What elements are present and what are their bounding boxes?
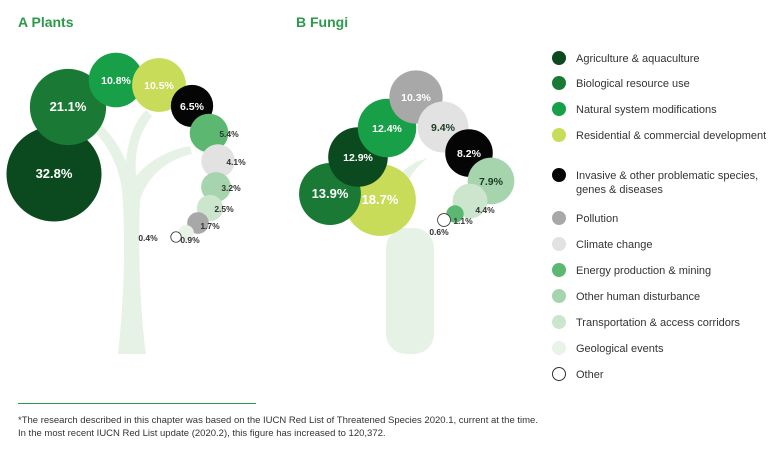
plants-bubble-other-human-disturbance <box>201 172 231 202</box>
legend-label-other: Other <box>576 369 604 381</box>
legend-label-residential-commercial-development: Residential & commercial development <box>576 130 767 142</box>
legend-swatch-pollution <box>552 211 566 225</box>
fungi-bubble-label-invasive-other-problematic-species-genes-diseases: 8.2% <box>457 148 482 160</box>
footnote-line-2: In the most recent IUCN Red List update … <box>18 428 386 439</box>
legend-item-pollution: Pollution <box>552 211 768 226</box>
legend-item-biological-resource-use: Biological resource use <box>552 76 768 91</box>
plants-bubble-geological-events <box>178 225 194 241</box>
plants-bubble-pollution <box>187 212 209 234</box>
plants-bubble-label-transportation-access-corridors: 2.5% <box>214 204 234 214</box>
fungi-bubble-label-other: 0.6% <box>429 227 449 237</box>
fungi-bubble-label-residential-commercial-development: 18.7% <box>362 192 399 207</box>
plants-bubble-agriculture-aquaculture <box>6 126 102 222</box>
legend-item-natural-system-modifications: Natural system modifications <box>552 102 768 117</box>
plants-bubble-energy-production-mining <box>189 113 229 153</box>
legend-swatch-geological-events <box>552 341 566 355</box>
plants-bubble-label-natural-system-modifications: 10.8% <box>101 75 131 87</box>
fungi-bubble-energy-production-mining <box>446 205 464 223</box>
plants-bubble-label-climate-change: 4.1% <box>226 157 246 167</box>
footnote-divider <box>18 403 256 404</box>
legend-swatch-transportation-access-corridors <box>552 315 566 329</box>
legend-label-agriculture-aquaculture: Agriculture & aquaculture <box>576 53 700 65</box>
legend-item-invasive-other-problematic-species-genes-diseases: Invasive & other problematic species, ge… <box>552 168 768 197</box>
fungi-bubble-label-natural-system-modifications: 12.4% <box>372 123 402 135</box>
legend-item-other-human-disturbance: Other human disturbance <box>552 289 768 304</box>
plants-bubble-label-geological-events: 0.9% <box>180 235 200 245</box>
plants-bubble-label-pollution: 1.7% <box>200 221 220 231</box>
legend-swatch-climate-change <box>552 237 566 251</box>
fungi-bubbles: 18.7% 13.9% 12.9% 12.4% 10.3% 9.4% 8.2% 7.9% 4.4… <box>299 70 515 237</box>
plants-bubble-biological-resource-use <box>29 68 107 146</box>
plants-bubble-climate-change <box>201 144 235 178</box>
plants-bubble-label-energy-production-mining: 5.4% <box>219 129 239 139</box>
legend-label-pollution: Pollution <box>576 213 619 225</box>
legend-label-biological-resource-use: Biological resource use <box>576 78 690 90</box>
plants-bubble-label-biological-resource-use: 21.1% <box>50 99 87 114</box>
fungi-bubble-label-transportation-access-corridors: 4.4% <box>475 205 495 215</box>
legend-swatch-invasive-other-problematic-species-genes-diseases <box>552 168 566 182</box>
legend-label-natural-system-modifications: Natural system modifications <box>576 104 717 116</box>
fungi-bubble-label-climate-change: 9.4% <box>431 122 456 134</box>
legend-swatch-energy-production-mining <box>552 263 566 277</box>
fungi-bubble-label-agriculture-aquaculture: 12.9% <box>343 152 373 164</box>
plants-bubble-other <box>170 231 182 243</box>
legend-swatch-agriculture-aquaculture <box>552 51 566 65</box>
fungi-bubble-label-energy-production-mining: 1.1% <box>453 216 473 226</box>
plants-tree-silhouette <box>86 110 192 354</box>
legend-item-energy-production-mining: Energy production & mining <box>552 263 768 278</box>
legend-swatch-biological-resource-use <box>552 76 566 90</box>
plants-bubble-label-residential-commercial-development: 10.5% <box>144 80 174 92</box>
footnote: *The research described in this chapter … <box>18 414 718 440</box>
legend-item-geological-events: Geological events <box>552 341 768 356</box>
legend-label-climate-change: Climate change <box>576 239 653 251</box>
footnote-line-1: *The research described in this chapter … <box>18 415 538 426</box>
fungi-bubble-label-other-human-disturbance: 7.9% <box>479 176 504 188</box>
legend-label-invasive-other-problematic-species-genes-diseases: Invasive & other problematic species, ge… <box>576 170 759 196</box>
legend-item-other: Other <box>552 367 768 382</box>
plants-bubbles: 32.8% 21.1% 10.8% 10.5% 6.5% 5.4% 4.1% 3.2% 2.5%… <box>6 52 246 245</box>
legend-swatch-residential-commercial-development <box>552 128 566 142</box>
legend-label-transportation-access-corridors: Transportation & access corridors <box>576 317 741 329</box>
legend-label-geological-events: Geological events <box>576 343 664 355</box>
legend-swatch-other <box>552 367 566 381</box>
legend-item-climate-change: Climate change <box>552 237 768 252</box>
fungi-bubble-other <box>437 213 451 227</box>
fungi-bubble-label-pollution: 10.3% <box>401 92 431 104</box>
fungi-bubble-label-biological-resource-use: 13.9% <box>312 186 349 201</box>
legend-label-energy-production-mining: Energy production & mining <box>576 265 712 277</box>
legend-label-other-human-disturbance: Other human disturbance <box>576 291 701 303</box>
plants-bubble-natural-system-modifications <box>88 52 144 108</box>
legend-swatch-other-human-disturbance <box>552 289 566 303</box>
legend-item-agriculture-aquaculture: Agriculture & aquaculture <box>552 51 768 66</box>
legend-item-residential-commercial-development: Residential & commercial development <box>552 128 768 143</box>
plants-bubble-label-invasive-other-problematic-species-genes-diseases: 6.5% <box>180 101 205 113</box>
legend-swatch-natural-system-modifications <box>552 102 566 116</box>
plants-bubble-label-other-human-disturbance: 3.2% <box>221 183 241 193</box>
fungi-chart-title: B Fungi <box>296 14 349 30</box>
plants-bubble-label-other: 0.4% <box>138 233 158 243</box>
plants-chart-title: A Plants <box>18 14 74 30</box>
legend-item-transportation-access-corridors: Transportation & access corridors <box>552 315 768 330</box>
plants-bubble-label-agriculture-aquaculture: 32.8% <box>36 166 73 181</box>
